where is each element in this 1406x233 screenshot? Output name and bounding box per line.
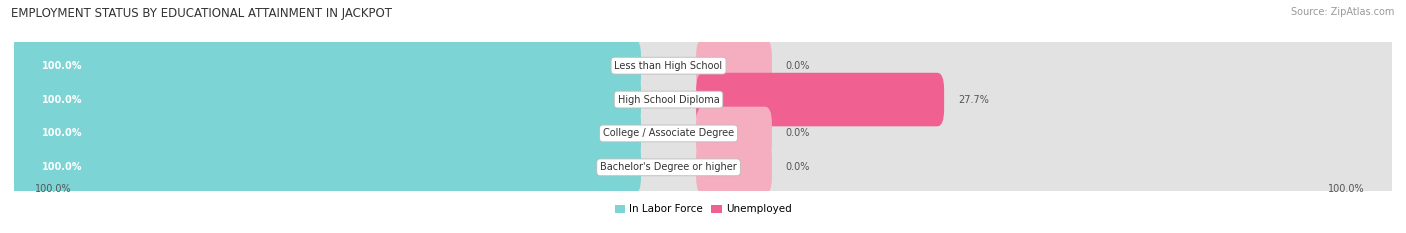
FancyBboxPatch shape (696, 140, 772, 194)
FancyBboxPatch shape (7, 73, 641, 126)
FancyBboxPatch shape (7, 38, 1399, 94)
FancyBboxPatch shape (7, 139, 1399, 195)
FancyBboxPatch shape (7, 140, 641, 194)
Text: EMPLOYMENT STATUS BY EDUCATIONAL ATTAINMENT IN JACKPOT: EMPLOYMENT STATUS BY EDUCATIONAL ATTAINM… (11, 7, 392, 20)
FancyBboxPatch shape (696, 107, 772, 160)
Text: 100.0%: 100.0% (42, 128, 82, 138)
Text: 100.0%: 100.0% (42, 162, 82, 172)
Legend: In Labor Force, Unemployed: In Labor Force, Unemployed (610, 200, 796, 219)
Text: 0.0%: 0.0% (786, 128, 810, 138)
Text: 100.0%: 100.0% (42, 95, 82, 105)
Text: Less than High School: Less than High School (614, 61, 723, 71)
FancyBboxPatch shape (7, 105, 1399, 161)
Text: 0.0%: 0.0% (786, 61, 810, 71)
Text: 0.0%: 0.0% (786, 162, 810, 172)
Text: College / Associate Degree: College / Associate Degree (603, 128, 734, 138)
Text: 100.0%: 100.0% (42, 61, 82, 71)
Text: 100.0%: 100.0% (35, 184, 72, 194)
Text: Bachelor's Degree or higher: Bachelor's Degree or higher (600, 162, 737, 172)
Text: Source: ZipAtlas.com: Source: ZipAtlas.com (1291, 7, 1395, 17)
FancyBboxPatch shape (696, 73, 945, 126)
FancyBboxPatch shape (7, 107, 641, 160)
Text: 27.7%: 27.7% (957, 95, 988, 105)
Text: 100.0%: 100.0% (1327, 184, 1364, 194)
FancyBboxPatch shape (7, 39, 641, 93)
Text: High School Diploma: High School Diploma (617, 95, 720, 105)
FancyBboxPatch shape (696, 39, 772, 93)
FancyBboxPatch shape (7, 72, 1399, 128)
